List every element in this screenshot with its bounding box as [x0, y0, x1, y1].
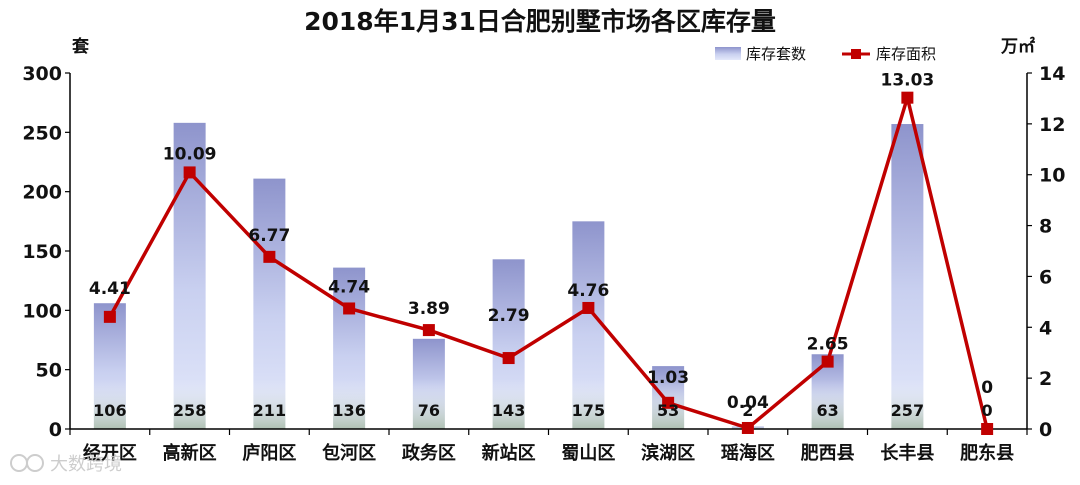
category-label: 长丰县 [880, 442, 934, 464]
line-value-label: 2.65 [807, 335, 849, 355]
bar-base-shade [811, 379, 844, 429]
chart-title: 2018年1月31日合肥别墅市场各区库存量 [304, 7, 776, 36]
bar-series [93, 122, 924, 429]
category-label: 肥东县 [959, 442, 1014, 464]
right-tick-label: 14 [1039, 63, 1065, 85]
left-tick-label: 0 [49, 419, 62, 441]
right-tick-label: 2 [1039, 368, 1052, 390]
bar-value-label: 76 [418, 401, 440, 420]
left-tick-label: 100 [22, 300, 62, 322]
legend-line-label: 库存面积 [876, 45, 936, 63]
bar-value-label: 53 [657, 401, 679, 420]
bar-value-label: 175 [572, 401, 605, 420]
category-label: 滨湖区 [641, 442, 695, 464]
right-tick-label: 12 [1039, 114, 1065, 136]
area-marker [901, 91, 914, 104]
right-tick-label: 10 [1039, 165, 1065, 187]
legend: 库存套数 库存面积 [715, 45, 936, 63]
line-value-label: 1.03 [647, 368, 689, 388]
right-tick-label: 8 [1039, 216, 1052, 238]
area-marker [582, 301, 595, 314]
line-value-label: 4.76 [567, 281, 609, 301]
line-value-label: 4.74 [328, 277, 370, 297]
line-series [103, 91, 994, 435]
area-marker [343, 302, 356, 315]
left-tick-label: 200 [22, 182, 62, 204]
category-label: 高新区 [163, 442, 217, 464]
legend-bar-swatch [715, 47, 741, 60]
area-marker [422, 324, 435, 337]
bar-value-label: 2 [742, 401, 753, 420]
left-tick-label: 150 [22, 241, 62, 263]
bar-value-label: 106 [93, 401, 126, 420]
bar-value-label: 136 [332, 401, 365, 420]
line-value-label: 0 [981, 378, 993, 398]
bar-base-shade [412, 379, 445, 429]
area-marker [183, 166, 196, 179]
bar-base-shade [492, 379, 525, 429]
area-line [108, 95, 989, 430]
bar-base-shade [253, 379, 286, 429]
logo-icon [10, 454, 44, 472]
left-tick-label: 50 [36, 360, 62, 382]
area-marker [502, 352, 515, 365]
bar-value-label: 0 [982, 401, 993, 420]
right-axis-unit: 万㎡ [1000, 36, 1035, 57]
bar-value-label: 143 [492, 401, 525, 420]
right-tick-label: 6 [1039, 266, 1052, 288]
left-tick-label: 300 [22, 63, 62, 85]
bar-value-label: 257 [891, 401, 924, 420]
bar-base-shade [333, 379, 366, 429]
bar-base-shade [572, 379, 605, 429]
left-tick-label: 250 [22, 122, 62, 144]
line-value-label: 4.41 [89, 279, 131, 299]
legend-line-marker [851, 49, 861, 59]
area-marker [103, 310, 116, 323]
bar-base-shade [93, 379, 126, 429]
area-marker [741, 421, 754, 434]
bar-value-label: 258 [173, 401, 206, 420]
data-labels: 106 258 211 136 76 143 175 53 2 63 257 0 4.41 10.09 6.… [89, 71, 993, 420]
category-label: 肥西县 [800, 443, 855, 464]
category-label: 政务区 [402, 442, 456, 464]
right-tick-label: 4 [1039, 317, 1052, 339]
area-marker [821, 355, 834, 368]
category-label: 瑶海区 [721, 442, 775, 464]
line-value-label: 0.04 [727, 393, 769, 413]
watermark: 大数跨境 [10, 454, 122, 475]
line-value-label: 10.09 [163, 144, 217, 164]
bar-base-shade [173, 379, 206, 429]
bar-value-label: 211 [253, 401, 286, 420]
bar-base-shade [891, 379, 924, 429]
line-value-label: 13.03 [880, 71, 934, 91]
area-marker [981, 423, 994, 435]
area-marker [263, 250, 276, 263]
category-label: 新站区 [482, 442, 536, 464]
category-label: 庐阳区 [242, 442, 296, 464]
bar [891, 124, 924, 429]
area-marker [662, 396, 675, 409]
line-value-label: 6.77 [248, 226, 290, 246]
category-label: 包河区 [322, 442, 376, 464]
watermark-text: 大数跨境 [50, 454, 122, 475]
bar-value-label: 63 [816, 401, 838, 420]
line-value-label: 2.79 [488, 306, 530, 326]
left-axis-unit: 套 [71, 36, 90, 57]
right-tick-label: 0 [1039, 419, 1052, 441]
category-label: 经开区 [83, 442, 137, 464]
category-label: 蜀山区 [561, 443, 615, 464]
legend-bar-label: 库存套数 [746, 45, 806, 63]
line-value-label: 3.89 [408, 299, 450, 319]
